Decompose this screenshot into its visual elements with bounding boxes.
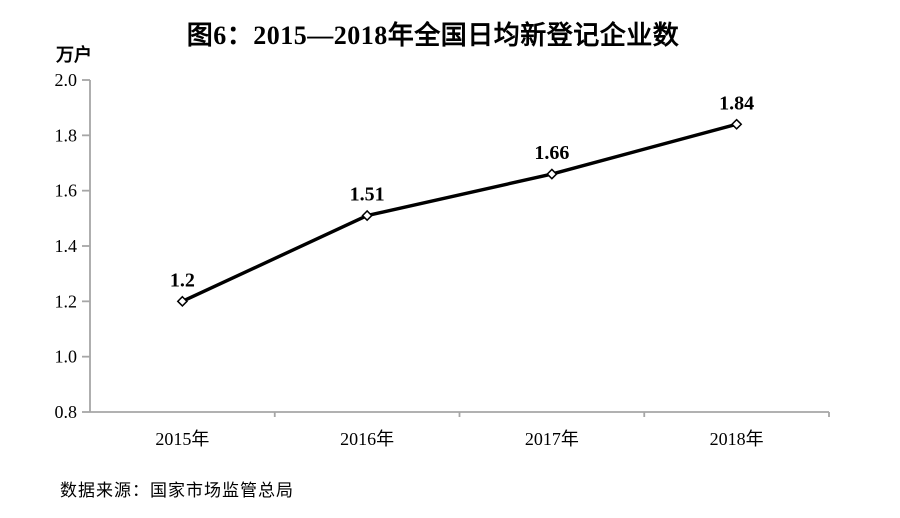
data-point-marker <box>176 295 189 307</box>
x-tick-label: 2015年 <box>155 429 209 449</box>
data-point-marker <box>361 209 373 222</box>
source-note: 数据来源：国家市场监管总局 <box>60 481 294 500</box>
y-tick-label: 1.2 <box>55 291 78 311</box>
y-tick-label: 1.0 <box>55 347 78 367</box>
y-tick-label: 1.8 <box>55 125 78 145</box>
y-tick-label: 1.4 <box>55 236 78 256</box>
data-point-marker <box>730 118 743 130</box>
data-line <box>180 122 739 304</box>
y-tick-label: 2.0 <box>55 70 78 90</box>
data-point-marker <box>546 168 558 180</box>
y-tick-label: 1.6 <box>55 181 78 201</box>
x-tick-label: 2017年 <box>525 429 579 449</box>
y-axis-unit-label: 万户 <box>55 44 92 65</box>
data-point-label: 1.2 <box>170 269 195 291</box>
data-point-label: 1.84 <box>719 92 754 114</box>
x-tick-label: 2018年 <box>710 429 764 449</box>
y-tick-label: 0.8 <box>55 402 78 422</box>
data-point-label: 1.51 <box>350 184 385 206</box>
chart-title: 图6：2015—2018年全国日均新登记企业数 <box>186 21 680 50</box>
x-tick-label: 2016年 <box>340 429 394 449</box>
data-point-label: 1.66 <box>534 142 569 164</box>
